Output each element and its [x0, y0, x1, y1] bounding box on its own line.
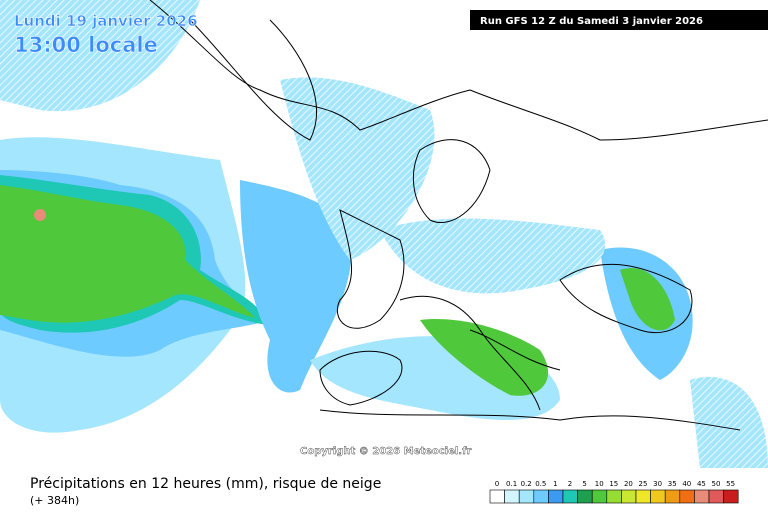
legend-swatch	[650, 489, 666, 504]
legend-swatch	[679, 489, 695, 504]
legend-label: 45	[697, 480, 706, 488]
legend: 0 0.1 0.2 0.5 1 2 5 10 15 20 25 30 35 40 45 50 55	[489, 480, 739, 504]
legend-label: 10	[595, 480, 604, 488]
legend-swatch	[518, 489, 535, 504]
legend-swatch	[489, 489, 505, 504]
legend-swatch	[606, 489, 622, 504]
legend-label: 2	[568, 480, 572, 488]
coastlines	[149, 0, 768, 431]
legend-swatch	[708, 489, 724, 504]
legend-swatch	[664, 489, 681, 504]
legend-label: 50	[712, 480, 721, 488]
legend-swatch	[621, 489, 637, 504]
legend-swatch	[504, 489, 520, 504]
legend-label: 0	[495, 480, 499, 488]
legend-swatch	[591, 489, 608, 504]
copyright: Copyright © 2026 Meteociel.fr	[300, 446, 471, 457]
legend-label: 35	[668, 480, 677, 488]
legend-label: 0.2	[521, 480, 532, 488]
precipitation-field	[0, 0, 768, 470]
legend-swatch	[533, 489, 549, 504]
legend-label: 0.1	[506, 480, 517, 488]
forecast-date: Lundi 19 janvier 2026	[14, 12, 198, 30]
legend-swatch	[577, 489, 593, 504]
footer-title: Précipitations en 12 heures (mm), risque…	[30, 476, 381, 492]
legend-swatch	[562, 489, 578, 504]
legend-swatch	[635, 489, 651, 504]
legend-label: 5	[582, 480, 586, 488]
legend-label: 55	[726, 480, 735, 488]
legend-label: 30	[653, 480, 662, 488]
legend-label: 15	[609, 480, 618, 488]
legend-label: 0.5	[535, 480, 546, 488]
legend-label: 40	[682, 480, 691, 488]
legend-label: 25	[639, 480, 648, 488]
legend-swatch	[548, 489, 564, 504]
run-label: Run GFS 12 Z du Samedi 3 janvier 2026	[480, 16, 703, 27]
forecast-time: 13:00 locale	[14, 33, 158, 57]
forecast-lead: (+ 384h)	[30, 494, 79, 507]
legend-label: 1	[553, 480, 557, 488]
legend-swatch	[694, 489, 710, 504]
legend-swatch	[723, 489, 739, 504]
legend-label: 20	[624, 480, 633, 488]
run-banner	[470, 10, 768, 30]
